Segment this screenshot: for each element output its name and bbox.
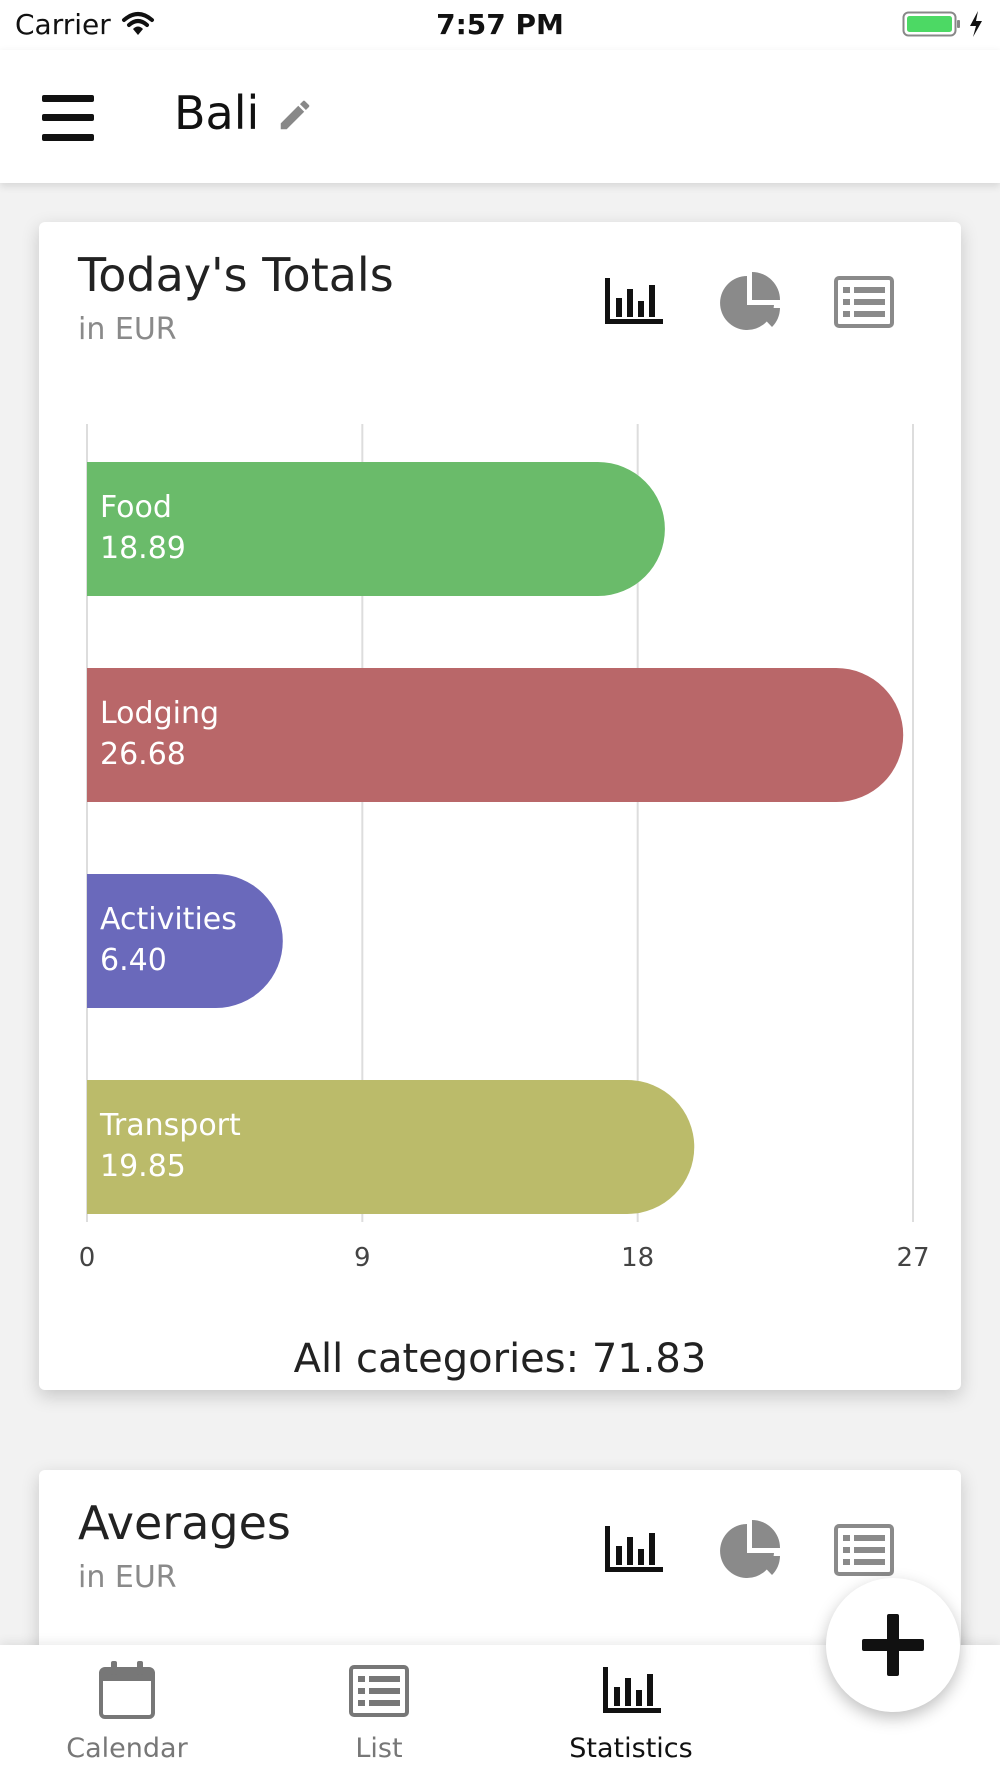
card-subtitle: in EUR: [78, 312, 177, 347]
bar-value-label: 26.68: [100, 737, 186, 772]
hamburger-menu-icon[interactable]: [42, 95, 94, 141]
x-tick-label: 0: [79, 1243, 96, 1273]
list-icon[interactable]: [834, 1524, 894, 1576]
nav-label: Statistics: [569, 1733, 693, 1764]
nav-calendar[interactable]: Calendar: [0, 1645, 257, 1778]
card-title: Today's Totals: [78, 248, 394, 302]
charging-icon: [970, 11, 982, 37]
x-tick-label: 18: [621, 1243, 654, 1273]
calendar-icon: [99, 1661, 155, 1719]
app-header: Bali: [0, 50, 1000, 183]
nav-statistics[interactable]: Statistics: [501, 1645, 761, 1778]
edit-pencil-icon[interactable]: [276, 96, 314, 134]
wifi-icon: [122, 12, 154, 35]
nav-list[interactable]: List: [249, 1645, 509, 1778]
bar-food[interactable]: [87, 462, 665, 596]
battery-icon: [902, 11, 960, 37]
bar-lodging[interactable]: [87, 668, 904, 802]
bar-category-label: Activities: [100, 902, 237, 937]
bar-value-label: 18.89: [100, 531, 186, 566]
bar-transport[interactable]: [87, 1080, 695, 1214]
status-bar: Carrier 7:57 PM: [0, 0, 1000, 50]
nav-label: Calendar: [66, 1733, 188, 1764]
all-categories-total: All categories: 71.83: [293, 1336, 707, 1382]
nav-label: List: [355, 1733, 403, 1764]
bar-chart-icon: [603, 1667, 661, 1713]
bar-category-label: Lodging: [100, 696, 219, 731]
bar-value-label: 6.40: [100, 943, 167, 978]
list-icon: [349, 1665, 409, 1717]
card-subtitle: in EUR: [78, 1560, 177, 1595]
bar-activities[interactable]: [87, 874, 283, 1008]
bar-value-label: 19.85: [100, 1149, 186, 1184]
bar-chart-icon[interactable]: [603, 276, 665, 326]
pie-chart-icon[interactable]: [719, 1520, 783, 1582]
status-time: 7:57 PM: [436, 8, 564, 41]
bar-category-label: Transport: [99, 1108, 241, 1143]
pie-chart-icon[interactable]: [719, 272, 783, 334]
trip-title: Bali: [174, 86, 260, 140]
bar-chart-icon[interactable]: [603, 1524, 665, 1574]
card-title: Averages: [78, 1496, 291, 1550]
x-tick-label: 9: [354, 1243, 371, 1273]
bar-category-label: Food: [100, 490, 172, 525]
carrier-label: Carrier: [15, 8, 111, 41]
x-tick-label: 27: [896, 1243, 929, 1273]
list-icon[interactable]: [834, 276, 894, 328]
totals-card: Today's Totals in EUR 0 9 18 27 Food 18.89 Lod…: [39, 222, 961, 1390]
bar-chart: 0 9 18 27 Food 18.89 Lodging 26.68 Activities 6.4…: [79, 424, 930, 1273]
add-expense-button[interactable]: [826, 1578, 960, 1712]
